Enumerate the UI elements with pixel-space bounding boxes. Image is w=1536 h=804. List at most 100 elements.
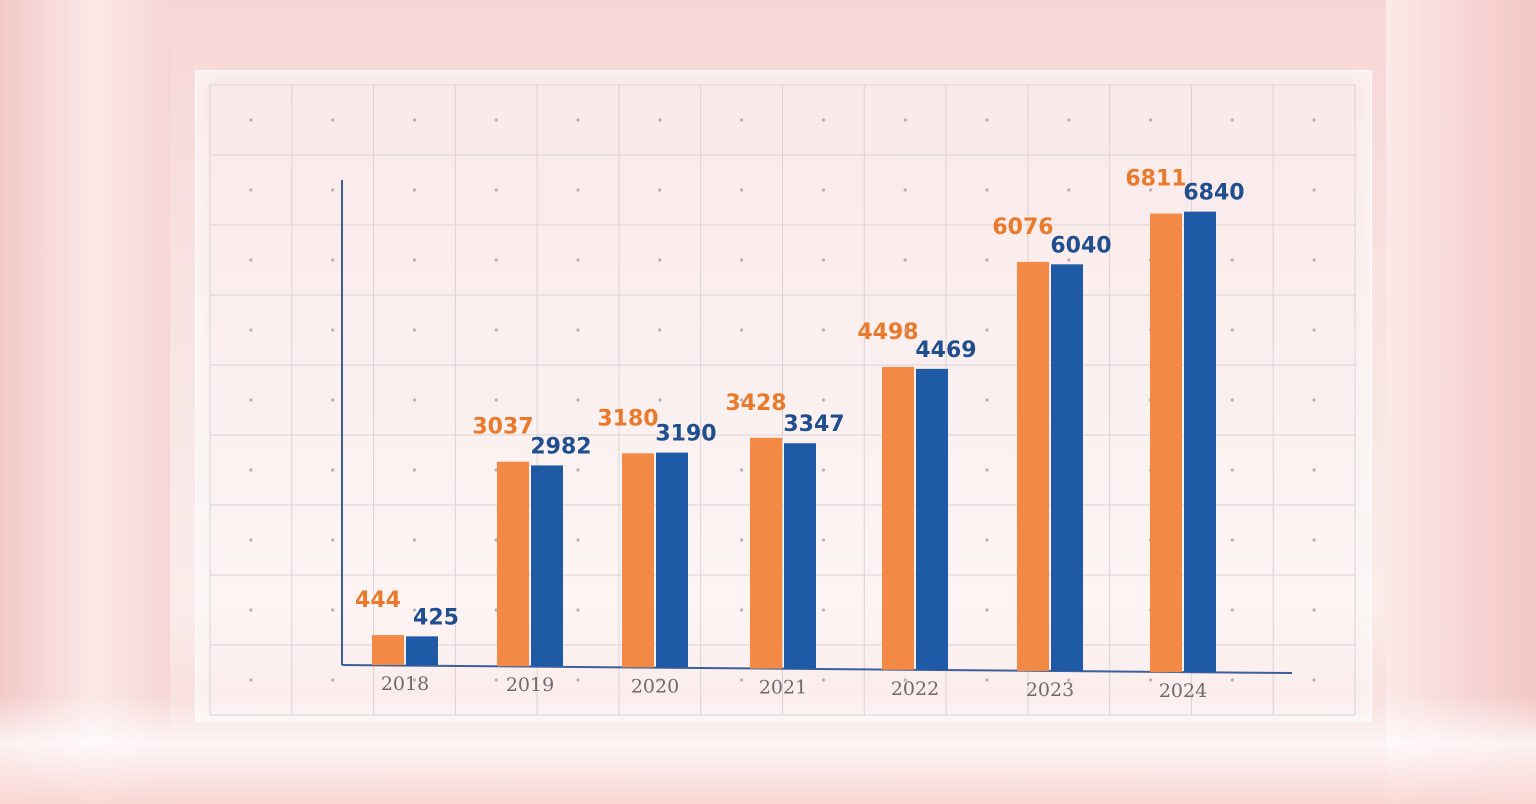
grid-dot [249, 258, 253, 262]
grid-dot [249, 398, 253, 402]
grid-dot [821, 118, 825, 122]
x-tick-label: 2019 [506, 674, 554, 696]
data-label: 6076 [992, 215, 1053, 240]
grid-dot [821, 328, 825, 332]
grid-dot [249, 188, 253, 192]
grid-dot [821, 608, 825, 612]
grid-dot [494, 398, 498, 402]
grid-dot [821, 678, 825, 682]
grid-dot [249, 678, 253, 682]
grid-dot [985, 608, 989, 612]
grid-dot [1148, 678, 1153, 682]
grid-dot [494, 118, 498, 122]
bar-2020-series-1 [622, 453, 654, 668]
bar-2022-series-1 [882, 366, 914, 670]
x-tick-label: 2020 [631, 675, 679, 697]
grid-dot [658, 258, 662, 262]
grid-dot [740, 118, 744, 122]
grid-dot [576, 398, 580, 402]
grid-dot [658, 118, 662, 122]
bar-2022-series-2 [916, 368, 948, 670]
grid-dot [985, 538, 989, 542]
bar-2018-series-2 [406, 636, 438, 665]
grid-dot [331, 398, 335, 402]
grid-dot [1067, 118, 1071, 122]
x-tick-labels: 2018 2019 2020 2021 2022 2023 2024 [381, 673, 1207, 702]
grid-dot [740, 188, 744, 192]
x-axis-line [341, 664, 1293, 674]
grid-dot [331, 678, 335, 682]
x-tick-label: 2018 [381, 673, 429, 695]
grid-dot [494, 188, 498, 192]
grid-dot [576, 328, 580, 332]
grid-dot [821, 538, 825, 542]
grid-dot [740, 608, 744, 612]
grid-dot [494, 328, 498, 332]
grid-dot [1067, 678, 1071, 682]
grid-dot [412, 398, 417, 402]
grid-dot [740, 258, 744, 262]
bar-2021-series-1 [750, 437, 782, 669]
grid-dot [249, 608, 253, 612]
grid-dot [740, 678, 744, 682]
grid-dot [412, 608, 417, 612]
grid-dot [249, 468, 253, 472]
grid-dot [821, 398, 825, 402]
grid-dot [1067, 188, 1071, 192]
grid-dot [1230, 468, 1234, 472]
grid-dot [1312, 468, 1316, 472]
grid-dot [331, 118, 335, 122]
bar-2020-series-2 [656, 452, 688, 668]
x-tick-label: 2024 [1159, 680, 1207, 702]
grid-dot [1230, 258, 1234, 262]
data-label: 6840 [1183, 181, 1244, 206]
grid-dot [576, 188, 580, 192]
grid-dot [1148, 118, 1153, 122]
grid-dot [903, 258, 907, 262]
grid-dot [903, 328, 907, 332]
bar-2019-series-1 [497, 461, 529, 667]
grid-dot [331, 608, 335, 612]
grid-dot [412, 468, 417, 472]
grid-dot [1230, 188, 1234, 192]
grid-dot [249, 328, 253, 332]
data-label: 3180 [597, 406, 658, 431]
x-tick-label: 2021 [759, 677, 807, 699]
grid-dot [740, 468, 744, 472]
data-label: 6040 [1050, 233, 1111, 258]
bar-2024-series-2 [1184, 211, 1216, 673]
grid-dot [1312, 118, 1316, 122]
grid-dot [576, 538, 580, 542]
grid-dot [740, 398, 744, 402]
grid-dot [494, 258, 498, 262]
grid-dot [658, 678, 662, 682]
grid-dot [1312, 258, 1316, 262]
data-label: 3428 [725, 391, 786, 416]
bar-2019-series-2 [531, 465, 563, 667]
grid-dot [576, 678, 580, 682]
data-label: 425 [413, 605, 459, 630]
data-label: 4498 [857, 320, 918, 345]
grid-dot [903, 678, 907, 682]
grid-dot [331, 538, 335, 542]
grid-dot [903, 188, 907, 192]
data-label: 444 [355, 588, 401, 613]
grid-dot [1148, 188, 1153, 192]
grid-dot [412, 258, 417, 262]
bar-2021-series-2 [784, 443, 816, 669]
x-tick-label: 2022 [891, 678, 939, 700]
grid-dot [821, 468, 825, 472]
grid-dot [740, 328, 744, 332]
grid-dot [658, 328, 662, 332]
grid-dot [985, 398, 989, 402]
data-label: 3037 [472, 415, 533, 440]
bars [372, 211, 1216, 673]
bar-2018-series-1 [372, 635, 404, 665]
grid-dot [903, 118, 907, 122]
bar-2024-series-1 [1150, 213, 1182, 673]
data-label: 4469 [915, 338, 976, 363]
grid-dot [249, 538, 253, 542]
grid-dot [331, 258, 335, 262]
grid-dot [494, 678, 498, 682]
grid-dot [1067, 258, 1071, 262]
